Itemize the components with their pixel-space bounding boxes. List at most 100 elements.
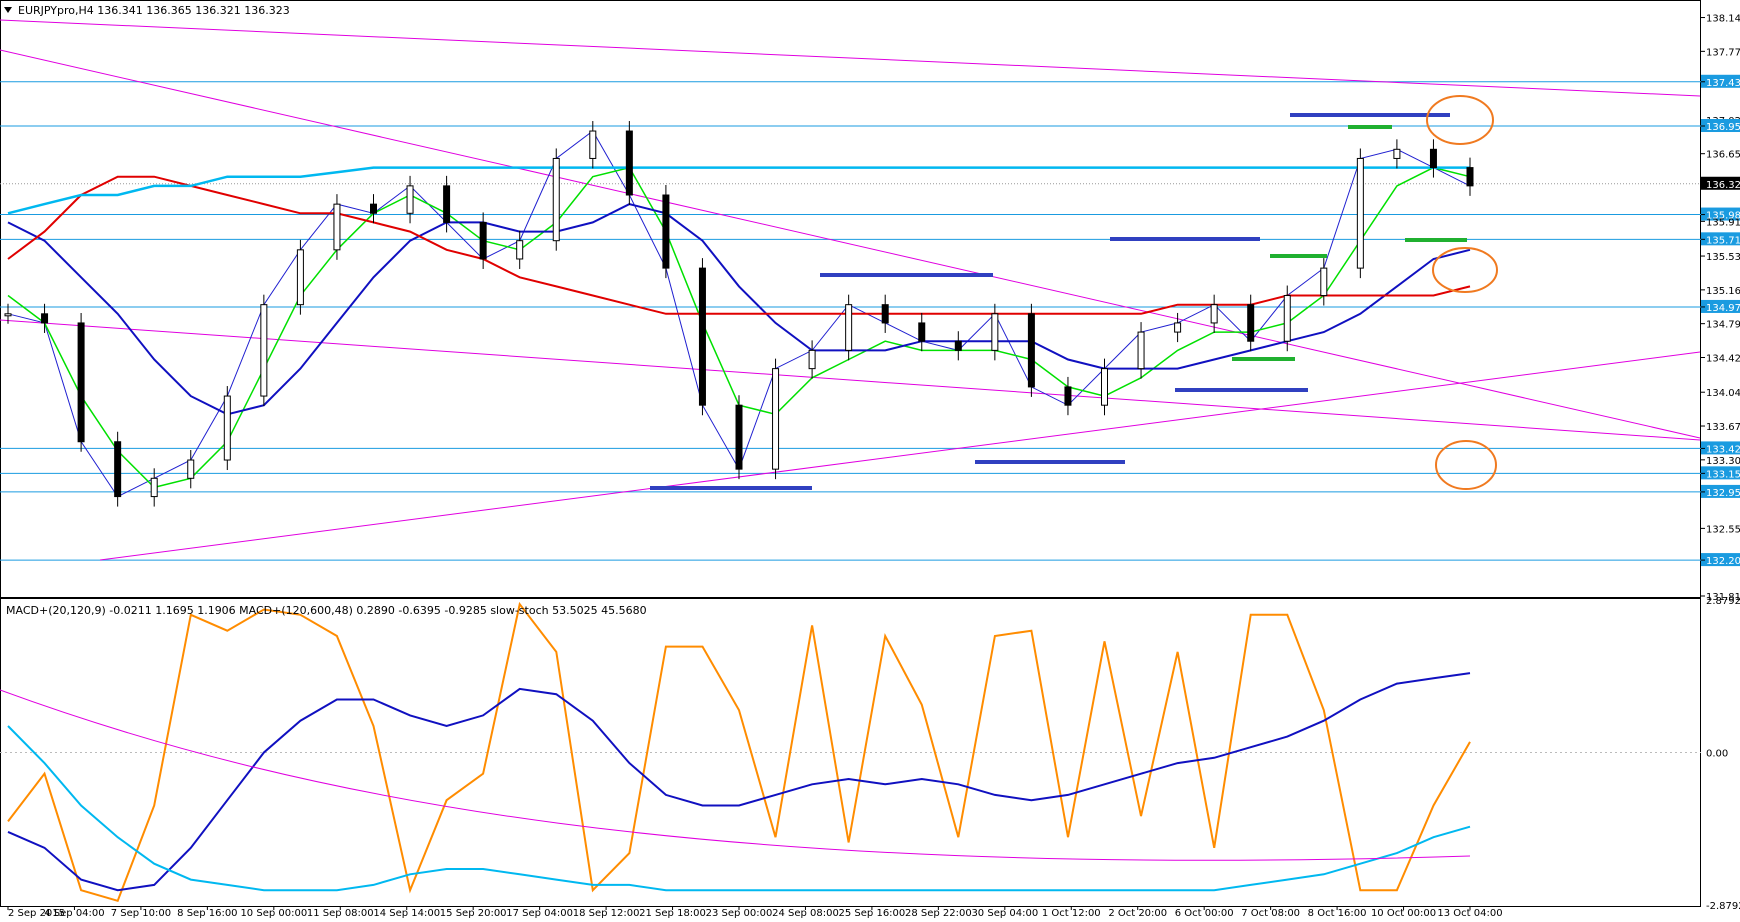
dropdown-arrow-icon[interactable] [4, 7, 12, 13]
candle-body [662, 194, 670, 269]
time-tick-label: 30 Sep 04:00 [971, 908, 1038, 918]
price-label-box [1701, 484, 1740, 498]
time-tick-label: 18 Sep 12:00 [573, 908, 640, 918]
time-tick-label: 21 Sep 18:00 [639, 908, 706, 918]
time-tick-label: 7 Oct 08:00 [1241, 908, 1300, 918]
macd-long-signal-line [0, 689, 1471, 861]
time-tick-label: 10 Oct 00:00 [1371, 908, 1436, 918]
trendline [0, 19, 1701, 97]
highlight-circle [1426, 95, 1494, 145]
price-tick-label: 135.162 [1706, 286, 1740, 297]
time-tick-label: 24 Sep 08:00 [772, 908, 839, 918]
price-tick-label: 135.715 [1706, 235, 1740, 246]
price-tick-label: 136.323 [1706, 180, 1740, 191]
candle-body [1137, 331, 1145, 370]
candle-body [333, 203, 341, 251]
candle-body [991, 313, 999, 351]
price-label-box [1701, 466, 1740, 480]
candle-body [41, 313, 49, 324]
price-tick-label: 135.532 [1706, 252, 1740, 263]
stochastic-line [7, 601, 1471, 903]
time-tick-label: 10 Sep 00:00 [240, 908, 307, 918]
price-tick-label: 133.302 [1706, 456, 1740, 467]
time-tick-label: 2 Sep 2015 [8, 908, 65, 918]
price-label-box [1701, 119, 1740, 133]
candle-body [589, 130, 597, 159]
candle-body [954, 340, 962, 351]
time-tick-label: 25 Sep 16:00 [839, 908, 906, 918]
candle-body [4, 313, 12, 317]
price-tick-label: 137.439 [1706, 78, 1740, 89]
candle-body [1027, 313, 1035, 388]
time-tick-label: 8 Sep 16:00 [177, 908, 237, 918]
ma-slow-line [7, 175, 1471, 315]
time-tick-label: 4 Sep 04:00 [44, 908, 104, 918]
candle-body [881, 304, 889, 324]
candle-body [552, 157, 560, 242]
time-tick-label: 13 Oct 04:00 [1437, 908, 1502, 918]
indicator-tick-label: 0.00 [1706, 749, 1728, 760]
highlight-circle [1432, 247, 1498, 293]
candle-body [918, 322, 926, 342]
price-tick-label: 134.422 [1706, 353, 1740, 364]
candle-body [114, 441, 122, 498]
time-tick-label: 2 Oct 20:00 [1108, 908, 1167, 918]
candle-body [370, 203, 377, 214]
candle-body [443, 185, 451, 223]
price-label-box [1701, 74, 1740, 88]
price-tick-label: 134.975 [1706, 303, 1740, 314]
indicator-title: MACD+(20,120,9) -0.0211 1.1695 1.1906 MA… [6, 604, 647, 617]
candle-body [1247, 304, 1255, 342]
price-tick-label: 136.955 [1706, 122, 1740, 133]
price-tick-label: 135.986 [1706, 211, 1740, 222]
price-tick-label: 137.772 [1706, 47, 1740, 58]
candle-body [1320, 267, 1328, 297]
candle-body [1356, 157, 1364, 269]
candle-body [150, 477, 158, 498]
time-tick-label: 1 Oct 12:00 [1042, 908, 1101, 918]
highlight-circle [1435, 440, 1497, 490]
candle-body [625, 130, 633, 196]
time-tick-label: 28 Sep 22:00 [905, 908, 972, 918]
indicator-tick-label: 2.8792 [1706, 596, 1740, 607]
candle-body [845, 304, 853, 351]
price-tick-label: 138.142 [1706, 14, 1740, 25]
time-tick-label: 6 Oct 00:00 [1175, 908, 1234, 918]
price-tick-label: 133.154 [1706, 469, 1740, 480]
time-tick-label: 14 Sep 14:00 [373, 908, 440, 918]
time-tick-label: 15 Sep 20:00 [440, 908, 507, 918]
candle-body [406, 185, 414, 214]
ma-long-line [7, 166, 1470, 215]
ma-mid-line [7, 203, 1471, 416]
candle-body [223, 395, 231, 461]
price-tick-label: 133.427 [1706, 444, 1740, 455]
candle-body [296, 249, 304, 306]
price-tick-label: 134.792 [1706, 320, 1740, 331]
candle-body [1210, 304, 1218, 324]
candle-body [1393, 148, 1401, 159]
candle-body [77, 322, 85, 443]
candle-body [516, 240, 524, 260]
time-tick-label: 17 Sep 04:00 [506, 908, 573, 918]
trendline [0, 49, 1701, 439]
macd-slow-line [7, 725, 1471, 892]
time-tick-label: 7 Sep 10:00 [111, 908, 171, 918]
time-tick-label: 8 Oct 16:00 [1308, 908, 1367, 918]
candle-body [1064, 386, 1072, 406]
candle-body [698, 267, 706, 406]
trendline [99, 351, 1701, 561]
price-tick-label: 131.812 [1706, 592, 1740, 603]
price-tick-label: 133.672 [1706, 422, 1740, 433]
candle-body [1283, 295, 1291, 342]
candle-body [1101, 368, 1108, 406]
indicator-tick-label: -2.8792 [1706, 901, 1740, 912]
price-tick-label: 132.951 [1706, 488, 1740, 499]
candle-body [1174, 322, 1182, 333]
candle-body [735, 404, 743, 470]
candle-body [479, 221, 487, 260]
price-label-box [1701, 553, 1740, 567]
time-tick-label: 23 Sep 00:00 [706, 908, 773, 918]
macd-fast-line [7, 672, 1471, 892]
